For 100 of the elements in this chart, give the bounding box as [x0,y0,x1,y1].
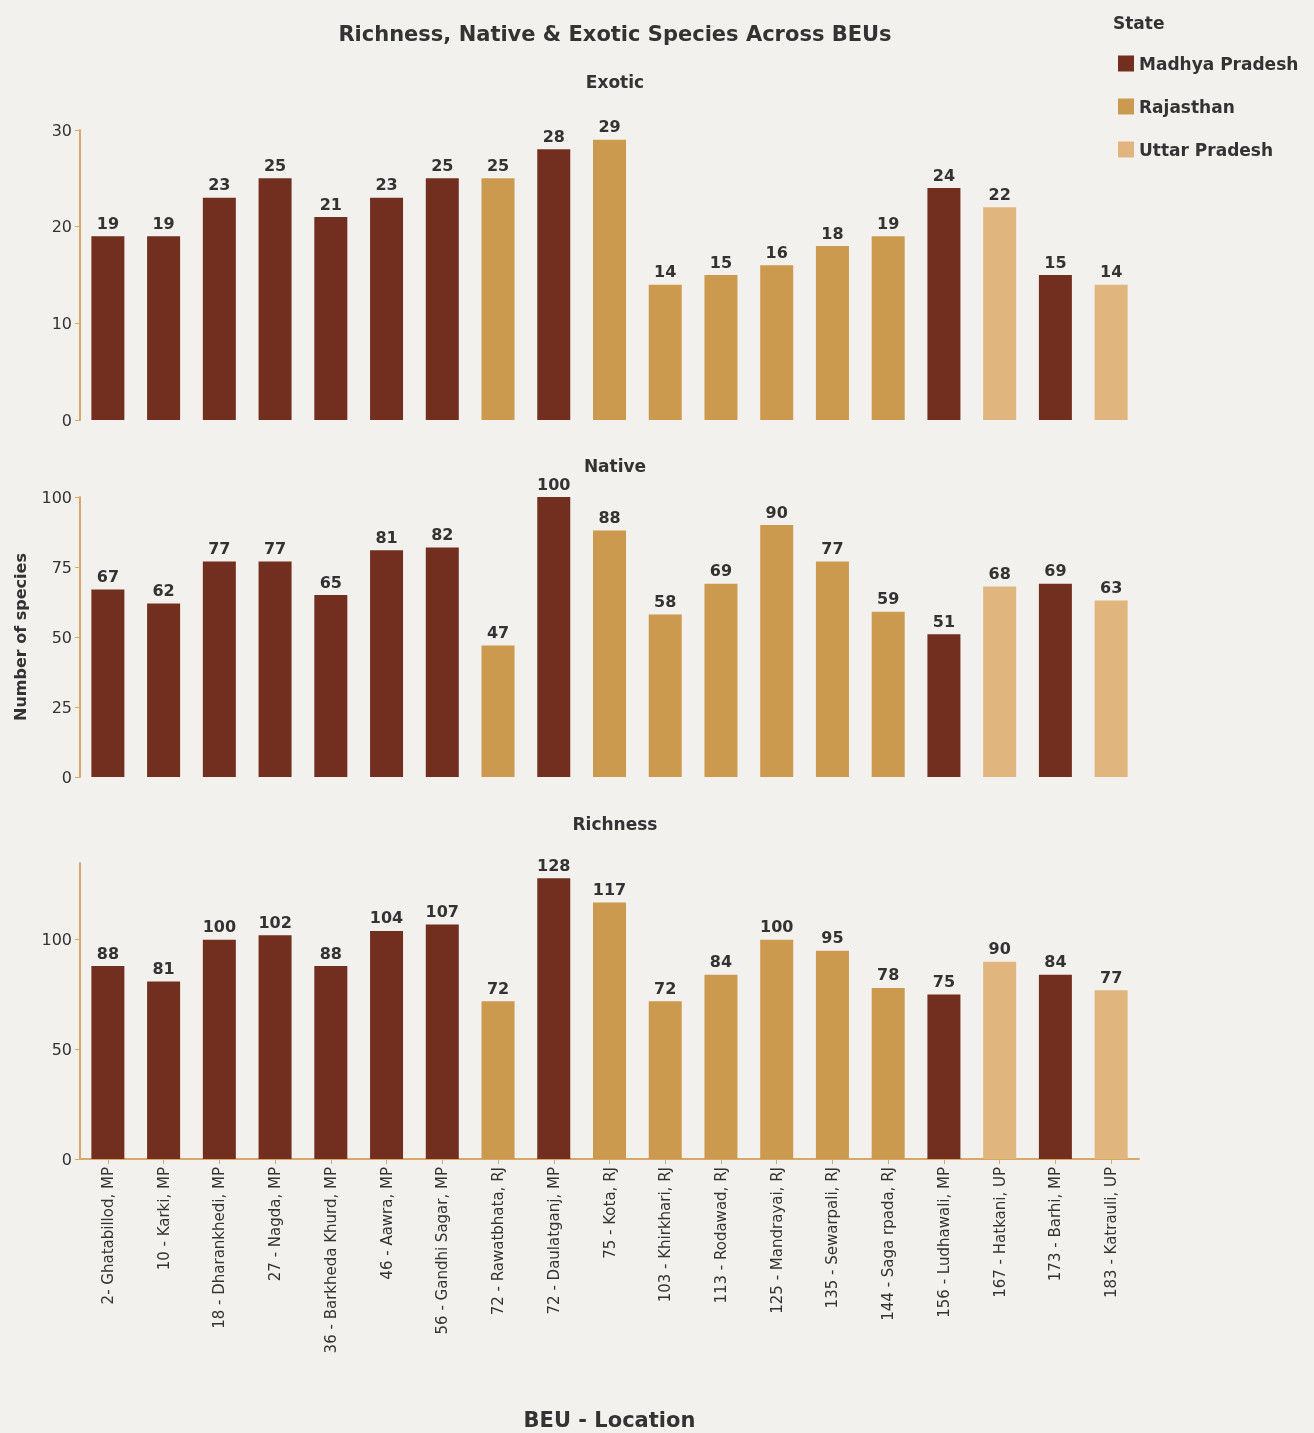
data-label: 84 [1044,952,1067,972]
bar [927,634,961,777]
data-label: 29 [598,117,621,137]
bar [593,530,626,777]
data-label: 77 [263,538,287,558]
bar [815,950,849,1159]
bar [258,178,292,420]
data-label: 77 [821,538,844,558]
legend-label: Uttar Pradesh [1139,139,1274,160]
x-tick-label: 27 - Nagda, MP [266,1167,285,1282]
chart-subtitle: Exotic [585,71,645,92]
data-label: 75 [932,972,956,992]
bar [704,275,738,420]
bar [1094,600,1128,777]
bar [202,561,236,777]
x-tick-label: 72 - Rawatbhata, RJ [489,1167,508,1316]
bar [983,586,1017,777]
bar [314,966,348,1159]
x-tick-label: 156 - Ludhawali, MP [934,1167,953,1318]
data-label: 77 [1100,967,1123,987]
x-tick-label: 36 - Barkheda Khurd, MP [321,1167,340,1354]
y-tick-label: 50 [51,1039,72,1059]
data-label: 63 [1100,578,1123,598]
data-label: 77 [208,538,231,558]
data-label: 19 [96,213,119,233]
chart-subtitle: Native [583,455,647,476]
y-tick-label: 10 [51,313,72,333]
bar [147,236,181,420]
data-label: 19 [152,213,175,233]
x-tick-label: 167 - Hatkani, UP [990,1167,1009,1298]
y-tick-label: 0 [61,1149,72,1169]
data-label: 51 [932,611,956,631]
data-label: 81 [375,527,398,547]
bar [147,603,181,777]
data-label: 88 [598,508,621,528]
data-label: 19 [877,213,900,233]
data-label: 65 [319,572,342,592]
y-axis-title: Number of species [10,553,30,721]
data-label: 24 [932,165,956,185]
bar [760,525,794,777]
data-label: 59 [877,589,900,609]
bar [1094,990,1128,1159]
data-label: 90 [765,502,788,522]
x-tick-label: 18 - Dharankhedi, MP [210,1167,229,1329]
data-label: 22 [988,184,1011,204]
data-label: 81 [152,958,175,978]
data-label: 69 [709,561,733,581]
data-label: 69 [1044,561,1067,581]
bar [258,935,292,1159]
bar [202,939,236,1159]
data-label: 67 [96,566,119,586]
bar [481,1001,515,1159]
bar [314,217,348,420]
bar [1038,974,1072,1159]
bar [593,139,626,420]
data-label: 100 [202,917,237,937]
bar [815,246,849,420]
bar [871,987,905,1159]
bar [648,284,682,420]
chart-subtitle: Richness [572,813,658,834]
bar [91,589,125,777]
x-tick-label: 113 - Rodawad, RJ [711,1167,730,1304]
data-label: 100 [537,474,571,494]
data-label: 82 [431,524,454,544]
data-label: 68 [988,564,1011,584]
data-label: 16 [765,242,788,262]
data-label: 104 [369,908,404,928]
legend-label: Rajasthan [1139,96,1235,117]
bar [370,550,404,777]
data-label: 100 [760,917,794,937]
y-tick-label: 30 [51,120,72,140]
x-tick-label: 2- Ghatabillod, MP [98,1167,117,1305]
data-label: 62 [152,580,175,600]
bar [927,994,961,1159]
data-label: 15 [1044,252,1067,272]
y-tick-label: 50 [51,627,72,647]
bar [258,561,292,777]
data-label: 72 [486,978,510,998]
data-label: 107 [425,901,459,921]
bar [983,961,1017,1159]
data-label: 78 [877,965,900,985]
bar [537,149,571,420]
x-tick-label: 46 - Aawra, MP [377,1167,396,1280]
x-tick-label: 135 - Sewarpali, RJ [823,1167,842,1309]
bar [1094,284,1128,420]
data-label: 21 [319,194,342,214]
bar [648,1001,682,1159]
bar [91,966,125,1159]
y-tick-label: 25 [51,697,72,717]
data-label: 95 [821,928,844,948]
data-label: 23 [375,175,398,195]
x-tick-label: 173 - Barhi, MP [1046,1167,1065,1282]
bar [370,197,404,420]
bar [927,188,961,420]
data-label: 117 [592,879,627,899]
data-label: 18 [821,223,844,243]
bar [1038,275,1072,420]
data-label: 14 [1100,262,1123,282]
y-tick-label: 100 [41,487,72,507]
y-tick-label: 20 [51,217,72,237]
